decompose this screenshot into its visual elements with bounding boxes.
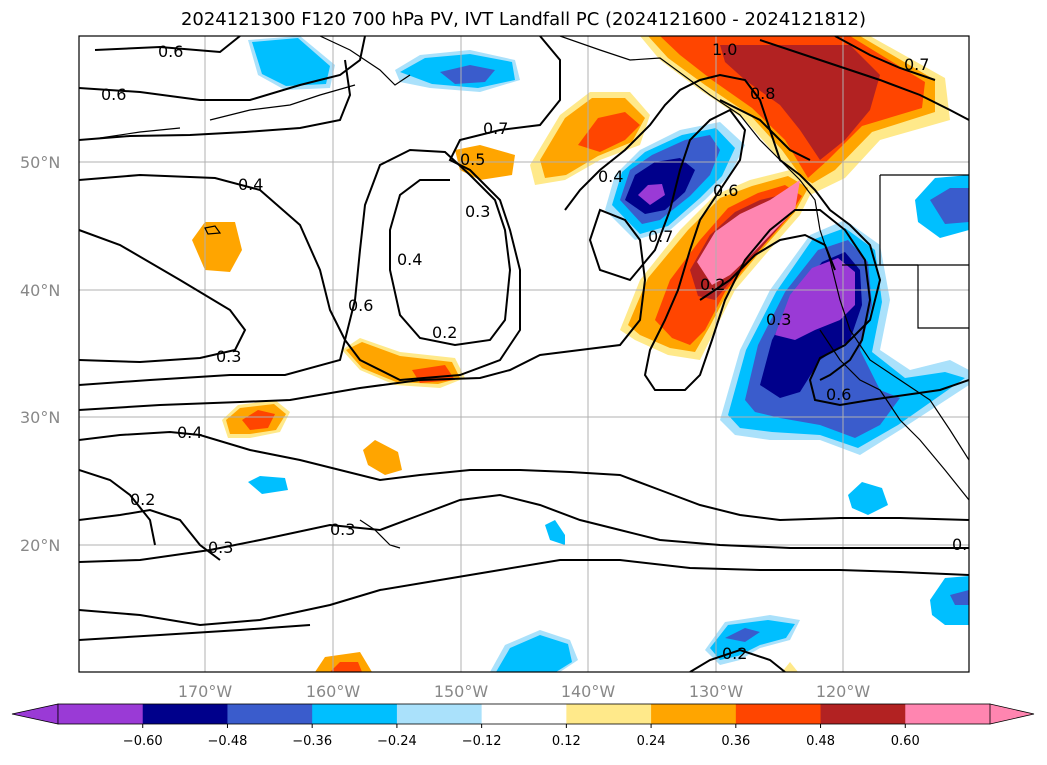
contour-label: 0.3 bbox=[208, 538, 233, 557]
colorbar-over-arrow bbox=[989, 703, 1035, 725]
contour-label: 0.8 bbox=[750, 84, 775, 103]
contour-label: 0.4 bbox=[598, 167, 623, 186]
colorbar-tick-label: 0.48 bbox=[806, 734, 835, 749]
lon-label: 150°W bbox=[434, 682, 489, 701]
contour-label: 0.6 bbox=[101, 85, 126, 104]
lat-label: 40°N bbox=[20, 281, 60, 300]
colorbar-bin bbox=[566, 704, 652, 724]
colorbar-bin bbox=[820, 704, 906, 724]
contour-label: 0.2 bbox=[700, 275, 725, 294]
contour-label: 0.7 bbox=[483, 119, 508, 138]
colorbar-tick-label: 0.24 bbox=[637, 734, 666, 749]
colorbar-tick-label: −0.24 bbox=[377, 734, 417, 749]
colorbar-bin bbox=[312, 704, 398, 724]
contour-label: 1.0 bbox=[712, 40, 737, 59]
map-title: 2024121300 F120 700 hPa PV, IVT Landfall… bbox=[180, 9, 867, 30]
gridlines bbox=[79, 36, 969, 672]
contour-label: 0.6 bbox=[348, 296, 373, 315]
colorbar-frame bbox=[57, 703, 991, 725]
colorbar-bin bbox=[396, 704, 483, 724]
contour-label: 0.4 bbox=[238, 175, 263, 194]
contour-label: 0.6 bbox=[713, 181, 738, 200]
map-frame bbox=[78, 35, 970, 673]
contour-label: 0.3 bbox=[330, 520, 355, 539]
colorbar-tick-label: −0.48 bbox=[208, 734, 248, 749]
colorbar-bin bbox=[142, 704, 228, 724]
contour-label: 0.5 bbox=[460, 150, 485, 169]
contour-label: 0.2 bbox=[432, 323, 457, 342]
lon-label: 140°W bbox=[561, 682, 616, 701]
contour-label: 0.3 bbox=[766, 310, 791, 329]
colorbar-bin bbox=[227, 704, 313, 724]
lon-label: 130°W bbox=[689, 682, 744, 701]
colorbar-under-arrow bbox=[11, 703, 59, 725]
pv-contours bbox=[79, 36, 969, 672]
lon-label: 170°W bbox=[178, 682, 233, 701]
colorbar-bin bbox=[651, 704, 737, 724]
contour-label: 0. bbox=[952, 535, 967, 554]
colorbar-tick-label: −0.36 bbox=[292, 734, 332, 749]
contour-label: 0.3 bbox=[216, 347, 241, 366]
lat-label: 20°N bbox=[20, 536, 60, 555]
contour-label: 0.4 bbox=[177, 423, 202, 442]
contour-labels: 0.6 0.6 0.7 1.0 0.7 0.8 0.5 0.4 0.4 0.3 … bbox=[101, 40, 967, 663]
colorbar-bin bbox=[735, 704, 822, 724]
longitude-labels: 170°W 160°W 150°W 140°W 130°W 120°W bbox=[178, 682, 871, 701]
colorbar-tick-label: −0.60 bbox=[123, 734, 163, 749]
lat-label: 30°N bbox=[20, 408, 60, 427]
colorbar-bin bbox=[58, 704, 144, 724]
colorbar-tick-label: −0.12 bbox=[462, 734, 502, 749]
contour-label: 0.2 bbox=[130, 490, 155, 509]
contour-label: 0.6 bbox=[826, 385, 851, 404]
contour-label: 0.3 bbox=[465, 202, 490, 221]
contour-label: 0.6 bbox=[158, 42, 183, 61]
contour-label: 0.4 bbox=[397, 250, 422, 269]
colorbar-tick-label: 0.36 bbox=[721, 734, 750, 749]
colorbar-tick-label: 0.60 bbox=[891, 734, 920, 749]
contour-label: 0.7 bbox=[904, 55, 929, 74]
contour-label: 0.7 bbox=[648, 227, 673, 246]
colorbar-tick-label: 0.12 bbox=[552, 734, 581, 749]
colorbar: −0.60 −0.48 −0.36 −0.24 −0.12 0.12 0.24 0.36 0.4… bbox=[11, 703, 1035, 749]
colorbar-bin bbox=[905, 704, 991, 724]
coastlines bbox=[99, 36, 969, 549]
lon-label: 160°W bbox=[306, 682, 361, 701]
pc-shading bbox=[192, 36, 969, 672]
contour-label: 0.2 bbox=[722, 644, 747, 663]
colorbar-bin bbox=[481, 704, 567, 724]
lon-label: 120°W bbox=[816, 682, 871, 701]
lat-label: 50°N bbox=[20, 153, 60, 172]
latitude-labels: 50°N 40°N 30°N 20°N bbox=[20, 153, 60, 555]
